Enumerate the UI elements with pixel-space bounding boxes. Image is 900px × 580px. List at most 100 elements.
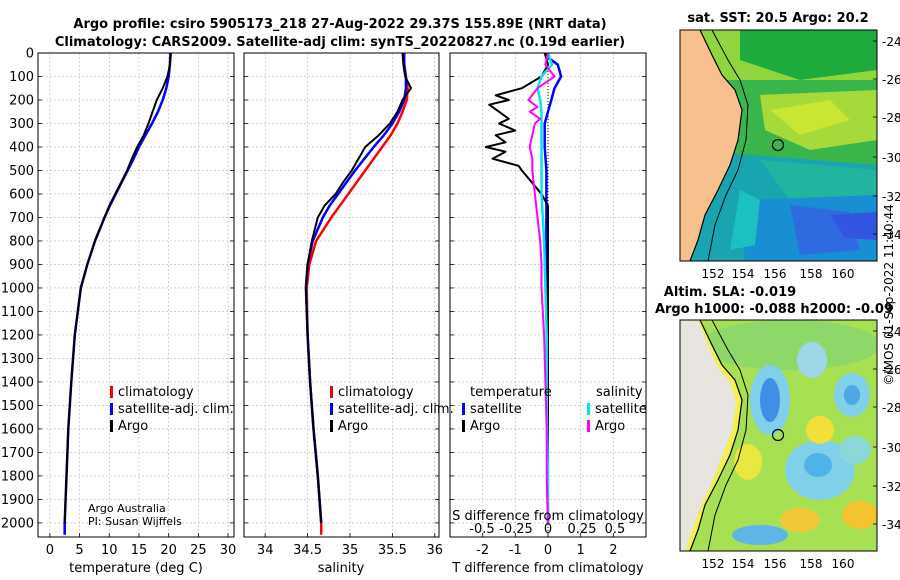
x-tick-label: 15 <box>131 543 148 558</box>
legend-title-salinity: salinity <box>596 385 643 400</box>
x-tick-label: 10 <box>101 543 118 558</box>
sst-map-coastline <box>689 30 743 261</box>
depth-tick-label: 1200 <box>1 328 34 343</box>
depth-tick-label: 1300 <box>1 352 34 367</box>
legend-label-argo: Argo <box>338 419 368 434</box>
depth-tick-label: 500 <box>9 164 34 179</box>
sla-map-isobath <box>707 320 749 551</box>
map-lon-label: 156 <box>764 267 787 281</box>
map-axis-labels: -24 -24 -26 -26 -28 -28 -30 -30 -32 -32 -34 -34 152 1… <box>702 35 900 571</box>
depth-tick-label: 1400 <box>1 375 34 390</box>
map-lat-label: -34 <box>882 228 900 242</box>
legend-swatch-s-satellite <box>587 403 590 415</box>
panel-frame <box>37 52 235 538</box>
depth-tick-label: 0 <box>26 47 34 62</box>
sst-map <box>680 30 877 261</box>
sla-map-float-position <box>771 428 785 442</box>
temperature-xlabel: temperature (deg C) <box>69 561 203 576</box>
x-tick-label: 36 <box>426 543 443 558</box>
depth-tick-label: 700 <box>9 211 34 226</box>
legend-label-argo: Argo <box>118 419 148 434</box>
s-difference-xlabel: S difference from climatology <box>452 509 644 524</box>
map-lat-label: -34 <box>882 518 900 532</box>
legend-label-t-argo: Argo <box>470 419 500 434</box>
x-tick-label: 20 <box>160 543 177 558</box>
map-lon-label: 152 <box>702 557 725 571</box>
legend-label-s-argo: Argo <box>595 419 625 434</box>
sla-map-land <box>680 320 736 551</box>
depth-tick-label: 1700 <box>1 446 34 461</box>
sla-map-title1: Altim. SLA: -0.019 <box>664 285 796 300</box>
depth-tick-label: 900 <box>9 258 34 273</box>
x-tick-label: 1 <box>577 543 585 558</box>
temperature-panel: 0 5 10 15 20 25 30 <box>37 52 236 558</box>
s-tick-label: 0.25 <box>568 522 597 537</box>
depth-tick-label: 300 <box>9 117 34 132</box>
map-lat-label: -28 <box>882 111 900 125</box>
series-salinity-argo <box>527 52 556 523</box>
legend-label-climatology: climatology <box>118 385 194 400</box>
difference-legend: temperature salinity satellite Argo sate… <box>462 385 647 434</box>
legend-swatch-satellite <box>110 403 113 415</box>
map-lat-label: -24 <box>882 325 900 339</box>
x-tick-label: 0 <box>544 543 552 558</box>
s-tick-label: -0.25 <box>499 522 533 537</box>
legend-swatch-argo <box>330 420 333 432</box>
x-tick-label: -2 <box>476 543 489 558</box>
map-lat-label: -30 <box>882 151 900 165</box>
x-tick-label: 2 <box>609 543 617 558</box>
sla-map-title2: Argo h1000: -0.088 h2000: -0.09 <box>655 302 893 317</box>
depth-tick-label: 1000 <box>1 281 34 296</box>
map-lat-label: -26 <box>882 73 900 87</box>
legend-swatch-climatology <box>330 386 333 398</box>
salinity-panel: 34 34.5 35 35.5 36 <box>243 52 443 558</box>
figure-title-line2: Climatology: CARS2009. Satellite-adj cli… <box>55 35 625 50</box>
map-lat-label: -32 <box>882 480 900 494</box>
legend-label-satellite: satellite-adj. clim. <box>118 402 234 417</box>
depth-tick-label: 1900 <box>1 493 34 508</box>
depth-tick-label: 1800 <box>1 469 34 484</box>
depth-tick-label: 400 <box>9 140 34 155</box>
map-lon-label: 158 <box>800 267 823 281</box>
x-tick-label: 0 <box>46 543 54 558</box>
map-lat-label: -26 <box>882 363 900 377</box>
s-tick-label: 0.5 <box>605 522 626 537</box>
x-tick-label: 25 <box>190 543 207 558</box>
figure-title-line1: Argo profile: csiro 5905173_218 27-Aug-2… <box>73 17 606 32</box>
imos-timestamp: ©IMOS 01-Sep-2022 11:40:44 <box>882 204 896 386</box>
depth-tick-label: 1500 <box>1 399 34 414</box>
legend-label-t-satellite: satellite <box>470 402 522 417</box>
series-salinity-satellite <box>536 52 554 523</box>
legend-label-satellite: satellite-adj. clim. <box>338 402 454 417</box>
sst-map-float-position <box>771 138 785 152</box>
legend-label-s-satellite: satellite <box>595 402 647 417</box>
x-tick-label: 35 <box>342 543 359 558</box>
map-lat-label: -24 <box>882 35 900 49</box>
legend-swatch-t-argo <box>462 420 465 432</box>
map-lon-label: 152 <box>702 267 725 281</box>
depth-tick-label: 200 <box>9 93 34 108</box>
sla-map-frame <box>679 319 878 552</box>
legend-swatch-t-satellite <box>462 403 465 415</box>
map-lon-label: 156 <box>764 557 787 571</box>
legend-swatch-satellite <box>330 403 333 415</box>
series-argo <box>63 52 172 523</box>
credit-org: Argo Australia <box>88 502 166 515</box>
salinity-legend: climatology satellite-adj. clim. Argo <box>330 385 454 434</box>
s-tick-label: -0.5 <box>469 522 494 537</box>
sla-map <box>680 320 877 551</box>
depth-tick-label: 1600 <box>1 422 34 437</box>
depth-tick-label: 2000 <box>1 516 34 531</box>
difference-panel: -2 -1 0 1 2 -0.5 -0.25 0 0.25 0.5 <box>449 52 647 558</box>
x-tick-label: 34.5 <box>293 543 322 558</box>
map-lon-label: 154 <box>732 557 755 571</box>
credit-pi: PI: Susan Wijffels <box>88 515 182 528</box>
legend-swatch-climatology <box>110 386 113 398</box>
sst-map-land <box>680 30 742 261</box>
salinity-xlabel: salinity <box>318 561 365 576</box>
x-tick-label: -1 <box>509 543 522 558</box>
depth-tick-label: 1100 <box>1 305 34 320</box>
legend-title-temperature: temperature <box>470 385 552 400</box>
series-argo <box>304 52 412 523</box>
s-tick-label: 0 <box>544 522 552 537</box>
